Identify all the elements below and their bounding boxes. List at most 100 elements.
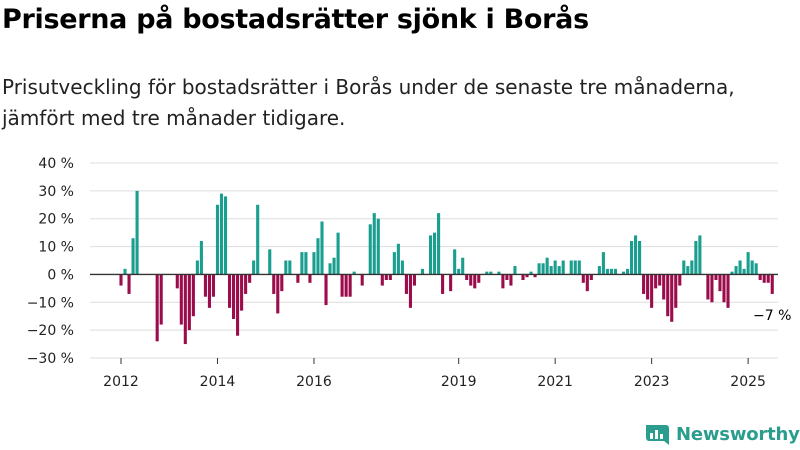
bar [638,241,642,275]
bar [320,221,324,275]
bar [766,274,770,283]
y-tick-label: 0 % [47,267,74,283]
bar [662,274,666,300]
bar [678,274,682,286]
bars [119,190,774,345]
bar [179,274,183,325]
bar [625,268,630,275]
data-labels: −7 % [753,308,791,324]
bar [770,274,774,294]
bar [191,274,195,317]
bar [304,252,308,275]
y-axis-ticks: 40 % 30 % 20 % 10 % 0 % −10 % −20 % −30 % [27,156,74,367]
bar [316,238,320,275]
bar [513,266,517,275]
bar [670,274,674,322]
bar [240,274,244,311]
bar [408,274,412,308]
bar [344,274,348,297]
bar [175,274,179,289]
bar [155,274,159,342]
bar [750,260,754,275]
bar [360,274,364,286]
bar [561,260,565,275]
bar [585,274,589,292]
bar [412,274,417,286]
bar [368,224,372,275]
chart-subtitle: Prisutveckling för bostadsrätter i Borås… [2,75,735,130]
bar [505,274,509,280]
bar [195,260,199,275]
bar [400,260,404,275]
bar [710,274,714,303]
x-tick-label: 2019 [441,374,477,390]
brand-name: Newsworthy [676,423,800,445]
bar [420,268,425,275]
bar [131,238,135,275]
bar [642,274,646,294]
bar [284,260,288,275]
x-tick-label: 2016 [296,374,332,390]
bar [428,235,433,275]
newsworthy-logo: Newsworthy [644,419,800,449]
bar [183,274,187,345]
bar [541,263,545,275]
last-value-label: −7 % [753,308,791,324]
bar-chart-logo-icon [646,425,669,445]
bar [621,271,626,275]
bar [674,274,678,308]
bar [473,274,477,289]
bar [706,274,710,300]
bar [690,260,694,275]
bar [658,274,662,286]
bar [714,274,718,280]
bar [227,274,232,308]
bar [272,274,276,294]
bar [380,274,384,286]
bar [686,266,690,275]
bar [698,235,702,275]
bar [127,274,131,294]
y-tick-label: −20 % [27,323,74,339]
bar [521,274,525,280]
x-tick-label: 2023 [634,374,670,390]
bar [533,274,537,278]
bar [477,274,481,283]
bar [388,274,392,280]
bar [199,241,203,275]
bar [372,213,376,275]
bar [392,252,396,275]
bar [537,263,541,275]
bar [666,274,670,317]
bar [577,260,581,275]
bar [433,232,437,275]
x-tick-label: 2021 [537,374,573,390]
y-tick-label: 40 % [38,156,74,172]
chart-title: Priserna på bostadsrätter sjönk i Borås [2,4,589,35]
bar [650,274,654,308]
y-tick-label: 10 % [38,240,74,256]
bar [549,266,553,275]
bar [308,274,312,283]
bar [453,249,457,275]
bar [449,274,453,292]
bar [223,196,228,275]
bar [312,252,316,275]
bar [726,274,730,308]
bar [211,274,216,297]
bar [597,266,601,275]
bar [738,260,742,275]
bar [324,274,328,306]
bar [376,218,380,275]
y-tick-label: 20 % [38,212,74,228]
bar [529,271,533,275]
bar [252,260,256,275]
bar [553,260,557,275]
y-tick-label: −30 % [27,351,74,367]
bar [734,266,738,275]
bar [340,274,344,297]
bar [296,274,300,283]
bar [207,274,211,308]
bar [465,274,469,280]
